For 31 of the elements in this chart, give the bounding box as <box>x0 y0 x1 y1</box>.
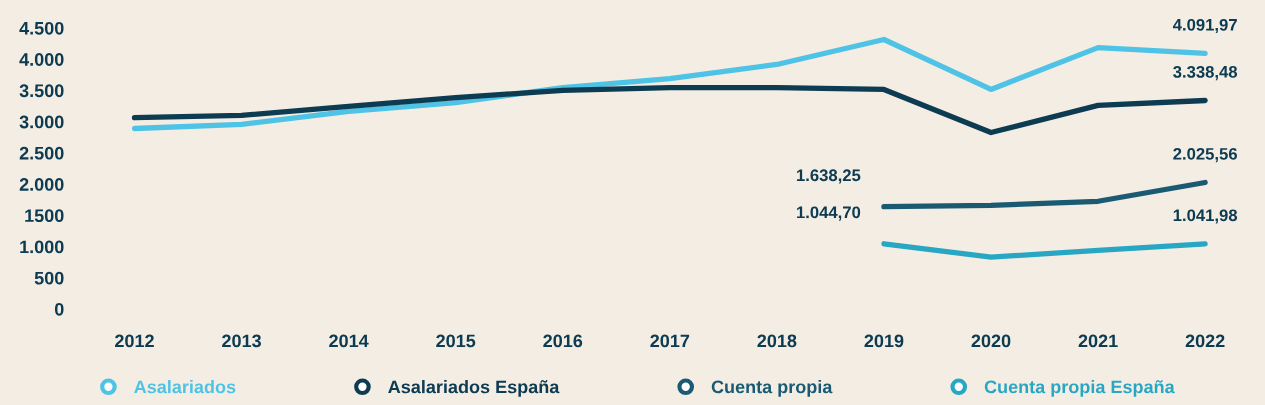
y-tick-label: 0 <box>54 302 64 316</box>
y-tick-label: 1.000 <box>20 240 64 254</box>
x-tick-label: 2014 <box>329 334 369 348</box>
legend-label: Cuenta propia <box>711 380 833 397</box>
y-tick-label: 3.000 <box>19 115 64 129</box>
y-tick-label: 500 <box>34 271 64 285</box>
x-tick-label: 2018 <box>757 334 797 348</box>
legend-label: Asalariados <box>134 380 236 394</box>
x-tick-label: 2016 <box>543 334 583 348</box>
y-tick-label: 4.500 <box>19 21 64 35</box>
x-tick-label: 2022 <box>1185 334 1225 348</box>
x-tick-label: 2017 <box>650 334 690 348</box>
y-tick-label: 3.500 <box>19 84 64 98</box>
legend-label: Cuenta propia España <box>984 380 1175 397</box>
data-label: 4.091,97 <box>1172 18 1237 34</box>
y-tick-label: 1500 <box>25 209 64 223</box>
x-tick-label: 2013 <box>222 334 261 348</box>
data-label: 1.044,70 <box>797 206 861 221</box>
x-tick-label: 2012 <box>115 334 154 348</box>
x-tick-label: 2019 <box>864 334 904 348</box>
data-label: 3.338,48 <box>1173 65 1238 81</box>
x-tick-label: 2020 <box>971 334 1011 348</box>
data-label: 1.638,25 <box>797 169 861 184</box>
data-label: 2.025,56 <box>1173 147 1237 163</box>
y-tick-label: 4.000 <box>19 53 64 66</box>
x-tick-label: 2021 <box>1078 334 1118 348</box>
x-tick-label: 2015 <box>436 334 476 348</box>
y-tick-label: 2.000 <box>19 178 64 191</box>
legend-label: Asalariados España <box>388 380 560 397</box>
y-tick-label: 2.500 <box>19 146 64 160</box>
data-label: 1.041,98 <box>1173 209 1238 224</box>
